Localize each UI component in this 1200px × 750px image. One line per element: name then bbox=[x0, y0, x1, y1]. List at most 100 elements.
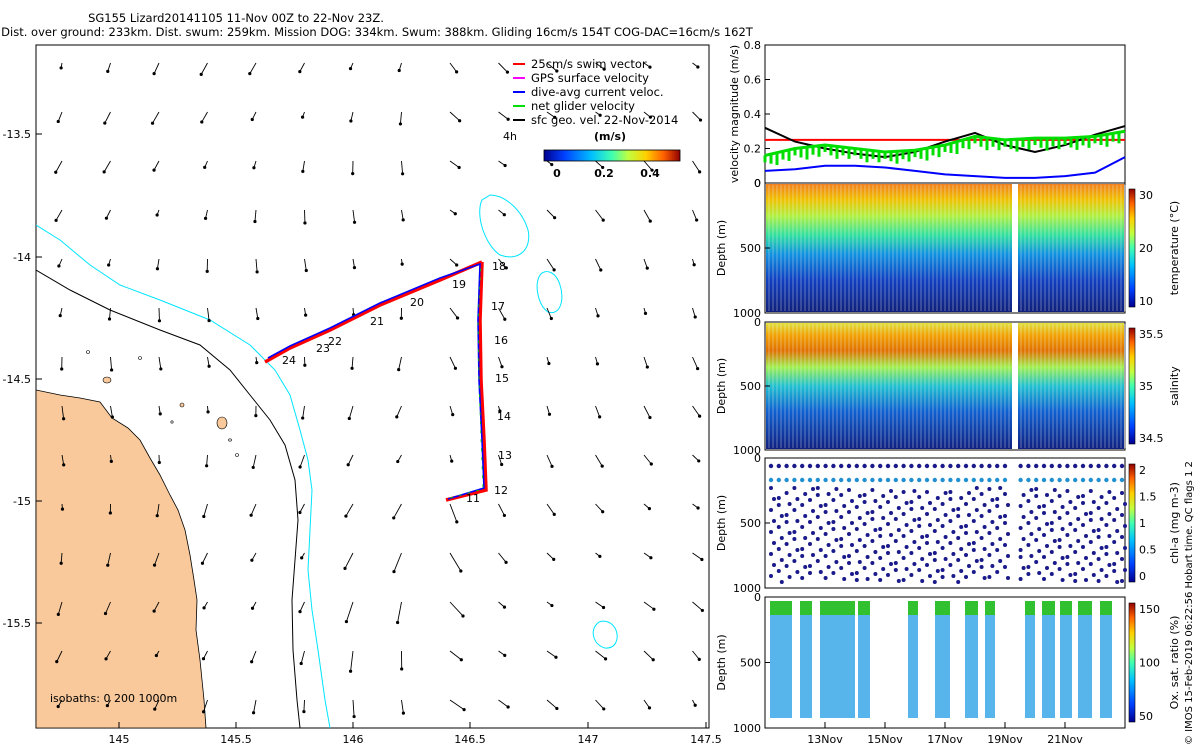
oxygen-surface bbox=[1042, 601, 1055, 615]
chl-sample bbox=[979, 536, 984, 540]
sfc-vector-head bbox=[344, 514, 348, 518]
chl-sample bbox=[826, 521, 831, 525]
sfc-vector bbox=[643, 209, 651, 222]
sfc-vector-head bbox=[106, 563, 110, 567]
sfc-vector bbox=[56, 650, 63, 662]
chl-sample bbox=[1112, 496, 1117, 500]
sfc-vector-head bbox=[397, 367, 401, 372]
chl-sample bbox=[870, 539, 875, 543]
chl-sample bbox=[1049, 550, 1054, 554]
chl-sample bbox=[1021, 493, 1026, 497]
chl-sample bbox=[865, 577, 870, 581]
chl-sample bbox=[995, 526, 1000, 530]
chl-sample bbox=[1057, 538, 1062, 542]
chl-sample bbox=[792, 559, 797, 563]
sfc-vector-head bbox=[157, 319, 162, 323]
sfc-vector-head bbox=[552, 512, 556, 516]
chl-sample bbox=[987, 531, 992, 535]
chl-sample bbox=[1099, 546, 1104, 550]
chl-sample bbox=[940, 568, 945, 572]
day-label: 21 bbox=[370, 315, 384, 328]
chl-sample bbox=[847, 561, 851, 565]
chl-sample bbox=[932, 463, 937, 469]
chl-sample bbox=[1021, 566, 1026, 570]
sfc-vector-head bbox=[506, 705, 510, 709]
sfc-vector bbox=[401, 699, 404, 714]
chl-sample bbox=[839, 463, 844, 469]
chl-sample bbox=[811, 509, 815, 513]
chl-sample bbox=[979, 565, 984, 569]
oxygen-profiles bbox=[820, 601, 855, 718]
chl-sample bbox=[920, 535, 925, 539]
chl-sample bbox=[831, 549, 836, 553]
chl-sample bbox=[925, 490, 929, 494]
map-y-tick-label: -13.5 bbox=[3, 128, 31, 141]
chl-sample bbox=[1096, 528, 1101, 532]
sfc-vector bbox=[546, 503, 555, 515]
sfc-vector bbox=[595, 454, 603, 467]
chl-sample bbox=[1068, 544, 1073, 548]
chl-sample bbox=[901, 463, 906, 469]
day-label: 23 bbox=[316, 342, 330, 355]
chl-sample bbox=[995, 463, 1000, 469]
oxygen-profiles bbox=[800, 601, 812, 718]
chl-sample bbox=[792, 486, 797, 490]
chl-sample bbox=[1104, 501, 1109, 505]
chl-sample bbox=[925, 534, 929, 538]
chl-sample bbox=[800, 525, 805, 529]
chl-sample bbox=[1057, 494, 1062, 498]
chl-sample bbox=[865, 533, 870, 537]
chl-sample bbox=[854, 571, 859, 575]
map-title-line1: SG155 Lizard20141105 11-Nov 00Z to 22-No… bbox=[88, 11, 384, 25]
chl-sample bbox=[971, 463, 976, 469]
sfc-vector-head bbox=[453, 366, 458, 370]
chl-sample bbox=[1119, 477, 1125, 483]
sfc-vector bbox=[156, 258, 160, 269]
chl-sample bbox=[1034, 494, 1039, 498]
colorbar-tick-label: 10 bbox=[1139, 295, 1153, 308]
chl-sample bbox=[1104, 523, 1109, 527]
sfc-vector-head bbox=[553, 115, 557, 119]
depth-y-tick-label: 500 bbox=[740, 242, 761, 255]
sfc-vector-head bbox=[696, 65, 700, 69]
chl-sample bbox=[1006, 554, 1010, 558]
depth-y-tick-label: 1000 bbox=[733, 307, 761, 320]
chl-sample bbox=[1076, 517, 1081, 521]
chl-sample bbox=[1088, 463, 1094, 469]
sfc-vector-head bbox=[547, 412, 552, 416]
chl-sample bbox=[826, 565, 831, 569]
oxygen-surface bbox=[965, 601, 978, 615]
sfc-vector bbox=[498, 699, 509, 708]
chl-sample bbox=[846, 463, 852, 469]
sfc-vector-head bbox=[200, 120, 204, 124]
chl-sample bbox=[940, 524, 945, 528]
sfc-vector-head bbox=[254, 414, 258, 418]
sfc-vector bbox=[255, 307, 259, 319]
chl-sample bbox=[787, 575, 792, 579]
day-label: 11 bbox=[466, 492, 480, 505]
chl-sample bbox=[779, 514, 784, 518]
velocity-y-tick-label: 0.6 bbox=[744, 74, 762, 87]
sfc-vector bbox=[304, 258, 307, 271]
chl-sample bbox=[1026, 521, 1031, 525]
sfc-vector-head bbox=[104, 216, 109, 220]
sfc-vector-head bbox=[598, 113, 602, 117]
chl-sample bbox=[873, 550, 878, 554]
sfc-vector-head bbox=[698, 118, 703, 122]
sfc-vector bbox=[61, 454, 65, 465]
sfc-vector bbox=[200, 62, 208, 75]
oxygen-surface bbox=[820, 601, 855, 615]
chl-sample bbox=[932, 477, 937, 483]
chl-sample bbox=[1088, 540, 1093, 544]
chl-sample bbox=[779, 558, 784, 562]
chl-sample bbox=[1081, 494, 1085, 498]
sfc-vector-head bbox=[455, 316, 460, 320]
chl-sample bbox=[779, 580, 784, 584]
chl-sample bbox=[959, 525, 964, 529]
sfc-vector bbox=[643, 650, 654, 661]
sfc-vector bbox=[692, 552, 703, 560]
chl-sample bbox=[935, 496, 940, 500]
chl-sample bbox=[1045, 522, 1049, 526]
sfc-vector-head bbox=[303, 363, 307, 367]
chl-sample bbox=[808, 520, 812, 524]
